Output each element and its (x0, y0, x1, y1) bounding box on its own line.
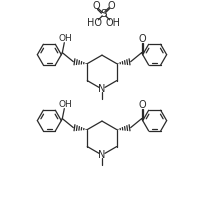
Text: O: O (138, 100, 146, 110)
Text: O: O (138, 34, 146, 44)
Text: O: O (92, 1, 99, 11)
Text: HO: HO (87, 18, 102, 28)
Text: O: O (108, 1, 115, 11)
Text: OH: OH (58, 100, 72, 109)
Text: OH: OH (58, 34, 72, 43)
Text: N: N (98, 84, 105, 94)
Text: OH: OH (105, 18, 120, 28)
Text: N: N (98, 150, 105, 160)
Text: S: S (100, 9, 107, 19)
